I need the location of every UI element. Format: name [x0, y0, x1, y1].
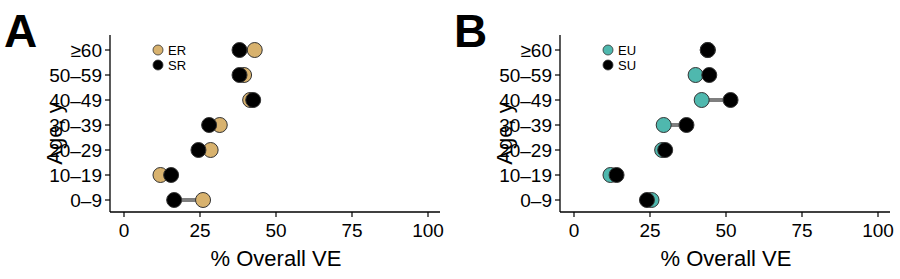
y-axis: [559, 35, 560, 212]
x-tick-label: 75: [791, 220, 812, 241]
x-tick-label: 100: [412, 220, 444, 241]
x-tick: [725, 212, 726, 217]
y-tick: [555, 149, 560, 150]
y-axis-label: Age, y: [42, 102, 67, 164]
point: [164, 168, 179, 183]
x-tick-label: 75: [341, 220, 362, 241]
x-tick-label: 50: [265, 220, 286, 241]
point: [247, 43, 262, 58]
y-tick-label: ≥60: [520, 40, 552, 61]
y-axis: [109, 35, 110, 212]
marks: [153, 43, 262, 208]
point: [702, 68, 717, 83]
point: [700, 43, 715, 58]
x-axis: [560, 211, 890, 212]
figure: A02550751000–910–1920–2930–3940–4950–59≥…: [0, 0, 900, 279]
point: [723, 93, 738, 108]
legend-marker: [153, 45, 163, 55]
point: [639, 193, 654, 208]
x-tick-label: 100: [862, 220, 894, 241]
legend-label: SU: [618, 58, 636, 73]
legend-marker: [603, 45, 613, 55]
point: [609, 168, 624, 183]
y-tick: [105, 99, 110, 100]
panel-label: B: [454, 5, 487, 57]
panel: B02550751000–910–1920–2930–3940–4950–59≥…: [454, 5, 894, 271]
legend-marker: [153, 60, 163, 70]
point: [658, 143, 673, 158]
x-tick-label: 25: [189, 220, 210, 241]
point: [232, 43, 247, 58]
y-tick-label: 50–59: [499, 65, 552, 86]
y-tick: [555, 74, 560, 75]
y-tick: [555, 49, 560, 50]
panel: A02550751000–910–1920–2930–3940–4950–59≥…: [4, 5, 444, 271]
panel-label: A: [4, 5, 37, 57]
point: [679, 118, 694, 133]
point: [167, 193, 182, 208]
x-tick: [573, 212, 574, 217]
y-tick: [105, 174, 110, 175]
x-tick: [351, 212, 352, 217]
legend-label: ER: [168, 43, 186, 58]
y-tick: [105, 49, 110, 50]
y-tick: [105, 74, 110, 75]
point: [246, 93, 261, 108]
point: [202, 118, 217, 133]
point: [191, 143, 206, 158]
point: [700, 43, 715, 58]
x-axis-label: % Overall VE: [661, 246, 792, 271]
point: [232, 68, 247, 83]
legend-label: EU: [618, 43, 636, 58]
x-tick: [427, 212, 428, 217]
y-tick-label: 0–9: [70, 190, 102, 211]
y-tick: [555, 124, 560, 125]
legend-marker: [603, 60, 613, 70]
x-tick: [123, 212, 124, 217]
x-tick: [199, 212, 200, 217]
point: [656, 118, 671, 133]
y-tick: [555, 174, 560, 175]
x-tick: [801, 212, 802, 217]
x-axis: [110, 211, 440, 212]
y-tick: [555, 99, 560, 100]
point: [694, 93, 709, 108]
y-axis-label: Age, y: [492, 102, 517, 164]
y-tick-label: 0–9: [520, 190, 552, 211]
y-tick: [105, 124, 110, 125]
y-tick-label: 10–19: [49, 165, 102, 186]
legend-label: SR: [168, 58, 186, 73]
y-tick-label: 50–59: [49, 65, 102, 86]
x-axis-label: % Overall VE: [211, 246, 342, 271]
y-tick: [105, 199, 110, 200]
y-tick-label: ≥60: [70, 40, 102, 61]
y-tick: [105, 149, 110, 150]
x-tick-label: 25: [639, 220, 660, 241]
x-tick: [649, 212, 650, 217]
point: [196, 193, 211, 208]
x-tick: [877, 212, 878, 217]
x-tick: [275, 212, 276, 217]
point: [688, 68, 703, 83]
x-tick-label: 0: [119, 220, 130, 241]
x-tick-label: 50: [715, 220, 736, 241]
y-tick-label: 10–19: [499, 165, 552, 186]
y-tick: [555, 199, 560, 200]
x-tick-label: 0: [569, 220, 580, 241]
marks: [603, 43, 738, 208]
